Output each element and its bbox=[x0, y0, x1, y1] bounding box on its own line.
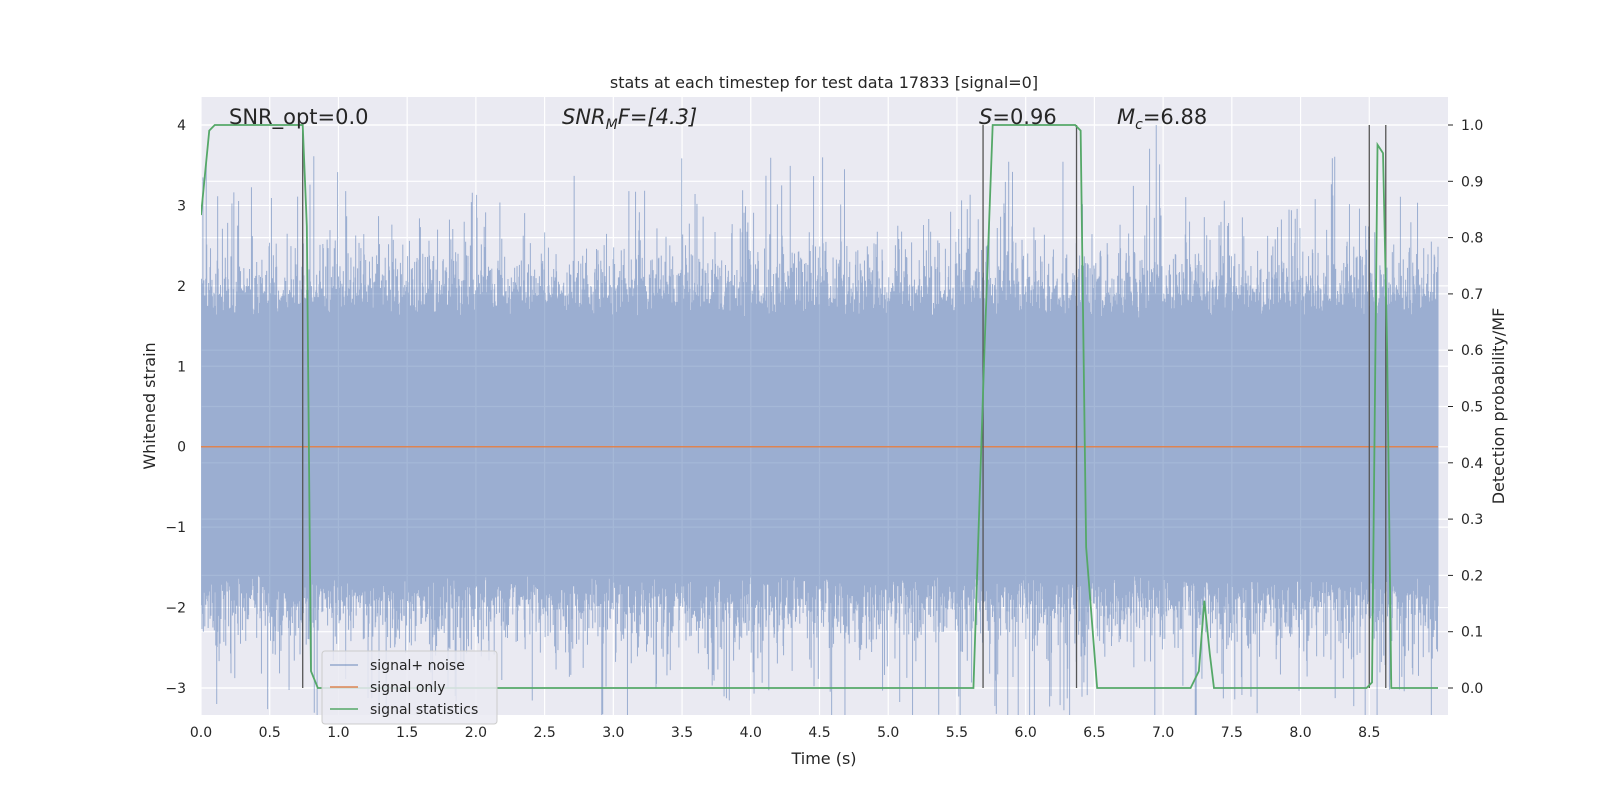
y-axis-right-label: Detection probability/MF bbox=[1489, 308, 1508, 505]
y-right-tick-label: 0.8 bbox=[1461, 231, 1483, 247]
x-tick-label: 1.5 bbox=[396, 725, 418, 741]
x-tick-label: 3.0 bbox=[602, 725, 624, 741]
annotation-s-main: S bbox=[979, 105, 992, 129]
y-left-tick-labels: 4 3 2 1 0 −1 −2 −3 bbox=[165, 118, 186, 697]
annotation-snr-mf-main: SNR bbox=[562, 105, 606, 129]
annotation-mc: Mc=6.88 bbox=[1117, 105, 1207, 133]
y-left-tick-label: 0 bbox=[177, 440, 186, 456]
y-left-tick-label: 1 bbox=[177, 359, 186, 375]
x-tick-label: 1.0 bbox=[327, 725, 349, 741]
y-left-tick-label: −3 bbox=[165, 681, 186, 697]
annotation-s-tail: =0.96 bbox=[992, 105, 1056, 129]
y-right-tick-label: 1.0 bbox=[1461, 118, 1483, 134]
series-signal-statistics bbox=[201, 124, 1438, 689]
x-axis-label: Time (s) bbox=[790, 749, 856, 768]
y-right-tick-label: 0.3 bbox=[1461, 512, 1483, 528]
x-tick-label: 5.5 bbox=[946, 725, 968, 741]
annotation-mc-main: M bbox=[1117, 105, 1135, 129]
y-right-tick-label: 0.1 bbox=[1461, 625, 1483, 641]
y-right-tick-label: 0.4 bbox=[1461, 456, 1483, 472]
legend-box bbox=[321, 650, 498, 725]
y-right-tick-labels: 1.0 0.9 0.8 0.7 0.6 0.5 0.4 0.3 0.2 0.1 0.0 bbox=[1461, 118, 1483, 697]
annotation-mc-tail: =6.88 bbox=[1143, 105, 1207, 129]
y-right-tick-label: 0.7 bbox=[1461, 287, 1483, 303]
x-tick-label: 8.0 bbox=[1289, 725, 1311, 741]
x-tick-label: 5.0 bbox=[877, 725, 899, 741]
annotation-s: S=0.96 bbox=[979, 105, 1057, 129]
y-right-tick-label: 0.6 bbox=[1461, 343, 1483, 359]
x-tick-label: 8.5 bbox=[1358, 725, 1380, 741]
legend-label-noise: signal+ noise bbox=[370, 658, 465, 674]
y-left-tick-label: 2 bbox=[177, 279, 186, 295]
y-left-tick-label: −1 bbox=[165, 520, 186, 536]
annotation-snr-mf: SNRMF=[4.3] bbox=[562, 105, 697, 133]
y-right-tick-label: 0.5 bbox=[1461, 400, 1483, 416]
annotation-snr-opt: SNR_opt=0.0 bbox=[229, 105, 369, 130]
x-tick-label: 2.5 bbox=[533, 725, 555, 741]
y-right-tick-label: 0.9 bbox=[1461, 174, 1483, 190]
x-tick-label: 0.0 bbox=[190, 725, 212, 741]
legend: signal+ noise signal only signal statist… bbox=[321, 650, 498, 725]
x-tick-label: 6.0 bbox=[1015, 725, 1037, 741]
y-left-tick-label: −2 bbox=[165, 601, 186, 617]
x-tick-label: 0.5 bbox=[259, 725, 281, 741]
x-tick-label: 4.0 bbox=[740, 725, 762, 741]
y-axis-left-label: Whitened strain bbox=[140, 342, 159, 469]
chart-title: stats at each timestep for test data 178… bbox=[610, 73, 1038, 92]
annotation-snr-mf-sub: M bbox=[606, 117, 618, 133]
x-tick-label: 6.5 bbox=[1083, 725, 1105, 741]
legend-label-stats: signal statistics bbox=[370, 702, 478, 718]
y-left-tick-label: 3 bbox=[177, 198, 186, 214]
y-right-tick-label: 0.2 bbox=[1461, 568, 1483, 584]
x-tick-label: 4.5 bbox=[808, 725, 830, 741]
legend-label-signal: signal only bbox=[370, 680, 445, 696]
y-left-tick-label: 4 bbox=[177, 118, 186, 134]
x-tick-label: 2.0 bbox=[465, 725, 487, 741]
annotation-snr-mf-tail: F=[4.3] bbox=[618, 105, 697, 129]
x-tick-label: 7.5 bbox=[1221, 725, 1243, 741]
signal-statistics-line bbox=[201, 124, 1438, 689]
annotation-mc-sub: c bbox=[1135, 117, 1143, 133]
x-tick-label: 7.0 bbox=[1152, 725, 1174, 741]
x-tick-label: 3.5 bbox=[671, 725, 693, 741]
x-tick-labels: 0.0 0.5 1.0 1.5 2.0 2.5 3.0 3.5 4.0 4.5 5.0 5.5 6.0 6… bbox=[190, 725, 1381, 741]
y-right-tick-label: 0.0 bbox=[1461, 681, 1483, 697]
